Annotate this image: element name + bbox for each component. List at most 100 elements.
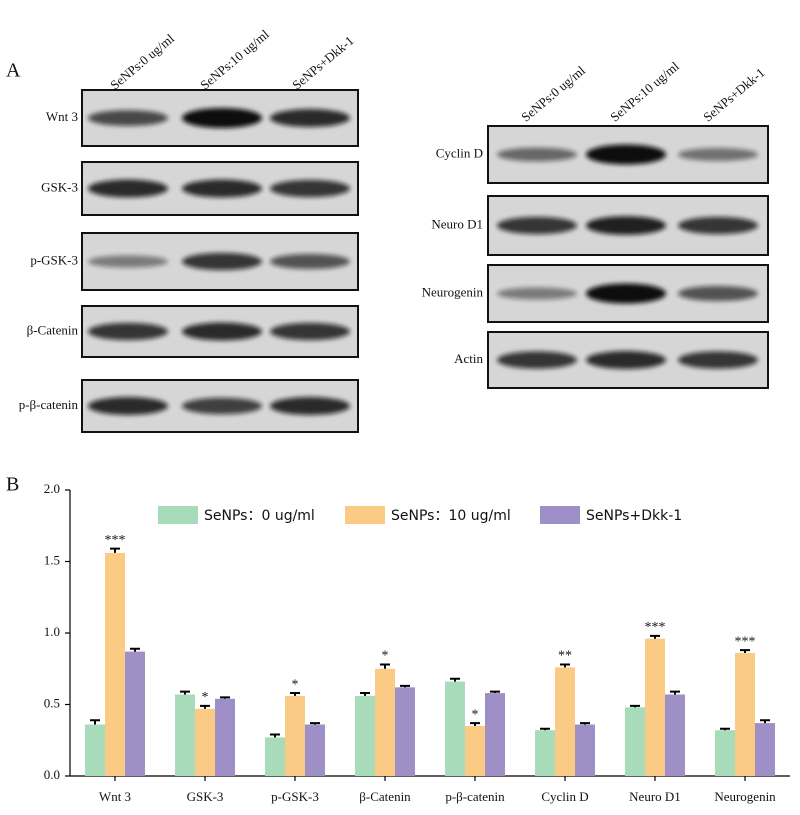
bar — [665, 694, 685, 776]
bar — [175, 694, 195, 776]
x-tick-label: GSK-3 — [187, 789, 224, 804]
bar — [215, 698, 235, 776]
lane-header: SeNPs:0 ug/ml — [107, 30, 177, 92]
bar — [625, 707, 645, 776]
band — [270, 253, 350, 270]
band — [270, 397, 350, 415]
band — [88, 110, 168, 126]
bar — [535, 730, 555, 776]
legend-swatch — [540, 506, 580, 524]
bar — [355, 695, 375, 776]
panel-label: A — [6, 60, 21, 82]
lane-header: SeNPs:10 ug/ml — [607, 58, 682, 124]
legend-label: SeNPs+Dkk-1 — [586, 508, 682, 524]
y-tick-label: 2.0 — [44, 481, 60, 496]
lane-header: SeNPs+Dkk-1 — [700, 65, 767, 125]
band — [270, 109, 350, 127]
error-bar — [360, 692, 370, 696]
band — [586, 283, 666, 304]
bar — [445, 681, 465, 776]
bar — [265, 737, 285, 776]
x-tick-label: β-Catenin — [359, 789, 411, 804]
blot-label: β-Catenin — [27, 322, 79, 337]
error-bar — [720, 727, 730, 731]
blot-label: Neurogenin — [422, 284, 484, 299]
band — [182, 322, 262, 341]
bar — [645, 638, 665, 776]
significance: * — [382, 649, 389, 664]
error-bar — [760, 719, 770, 724]
error-bar — [400, 684, 410, 688]
y-tick-label: 0.0 — [44, 767, 60, 782]
error-bar — [90, 719, 100, 725]
band — [270, 322, 350, 341]
error-bar — [310, 722, 320, 725]
bar — [465, 725, 485, 776]
error-bar — [470, 722, 480, 726]
band — [88, 322, 168, 341]
bar — [85, 724, 105, 776]
band — [270, 179, 350, 198]
x-tick-label: Neuro D1 — [629, 789, 681, 804]
legend-label: SeNPs：10 ug/ml — [391, 508, 511, 524]
error-bar — [490, 690, 500, 694]
x-tick-label: p-β-catenin — [445, 789, 505, 804]
band — [88, 179, 168, 198]
band — [182, 179, 262, 198]
band — [586, 144, 666, 165]
bar — [285, 695, 305, 776]
y-tick-label: 1.0 — [44, 624, 60, 639]
significance: * — [472, 707, 479, 722]
bar — [555, 667, 575, 776]
error-bar — [220, 696, 230, 699]
error-bar — [670, 690, 680, 695]
x-tick-label: p-GSK-3 — [271, 789, 319, 804]
panel-label: B — [6, 474, 19, 496]
significance: *** — [105, 533, 126, 548]
bar — [395, 687, 415, 776]
band — [182, 397, 262, 415]
error-bar — [200, 704, 210, 709]
band — [497, 216, 577, 235]
error-bar — [540, 727, 550, 731]
bar — [125, 651, 145, 776]
bar — [105, 552, 125, 776]
lane-header: SeNPs:10 ug/ml — [197, 26, 272, 92]
error-bar — [180, 690, 190, 695]
error-bar — [380, 663, 390, 669]
band — [678, 285, 758, 302]
error-bar — [270, 733, 280, 738]
bar — [755, 723, 775, 776]
significance: * — [202, 690, 209, 705]
x-tick-label: Cyclin D — [541, 789, 588, 804]
significance: * — [292, 677, 299, 692]
significance: *** — [735, 634, 756, 649]
legend-label: SeNPs：0 ug/ml — [204, 508, 315, 524]
error-bar — [130, 647, 140, 652]
x-tick-label: Wnt 3 — [99, 789, 131, 804]
band — [88, 255, 168, 268]
significance: ** — [558, 649, 572, 664]
bar — [485, 693, 505, 776]
blot-label: Neuro D1 — [431, 216, 483, 231]
error-bar — [110, 547, 120, 553]
lane-header: SeNPs+Dkk-1 — [289, 33, 356, 93]
error-bar — [650, 634, 660, 639]
band — [182, 252, 262, 271]
legend-swatch — [158, 506, 198, 524]
x-tick-label: Neurogenin — [714, 789, 776, 804]
band — [497, 147, 577, 162]
band — [678, 148, 758, 161]
error-bar — [580, 722, 590, 725]
band — [586, 216, 666, 235]
error-bar — [450, 677, 460, 682]
bar — [715, 730, 735, 776]
error-bar — [290, 692, 300, 696]
band — [678, 351, 758, 369]
band — [88, 397, 168, 415]
error-bar — [740, 649, 750, 654]
y-tick-label: 1.5 — [44, 552, 60, 567]
significance: *** — [645, 620, 666, 635]
bar — [375, 668, 395, 776]
